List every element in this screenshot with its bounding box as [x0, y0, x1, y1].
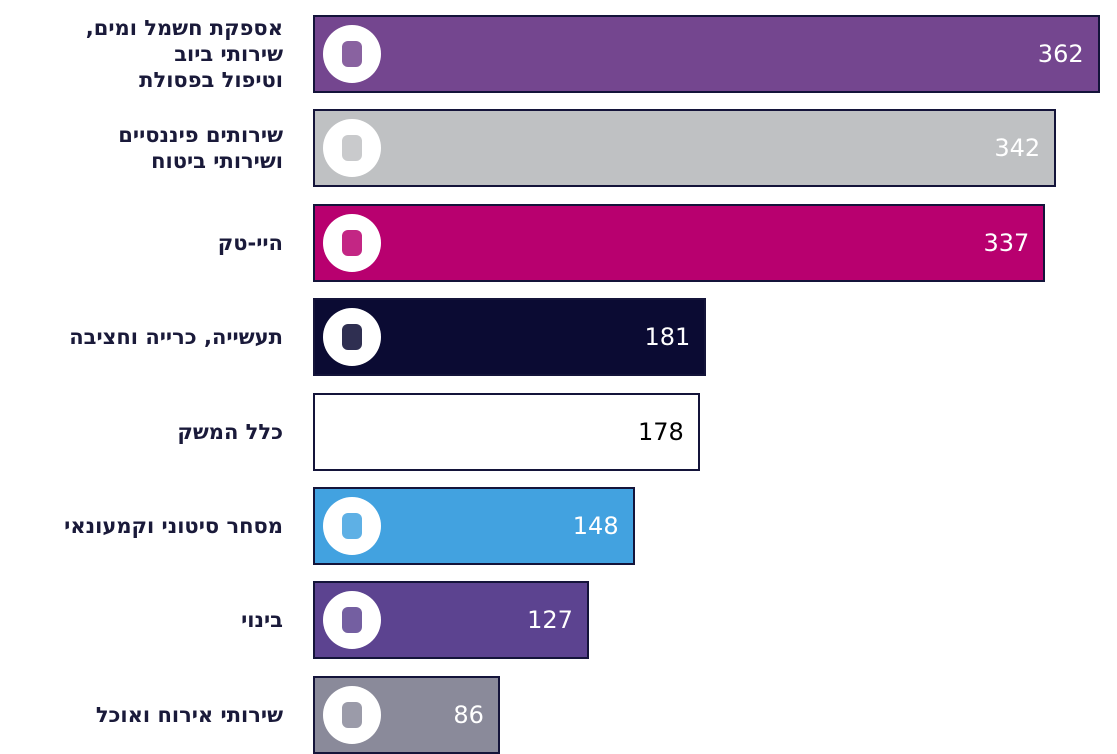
bar: 86	[313, 675, 500, 754]
category-line: שירותים פיננסיים	[118, 123, 283, 148]
bar: 342	[313, 109, 1057, 188]
category-line: ושירותי ביטוח	[151, 149, 283, 174]
icon	[323, 213, 381, 272]
value-label: 86	[453, 700, 484, 729]
bar: 127	[313, 581, 589, 660]
category-line: שירותי אירוח ואוכל	[95, 702, 283, 727]
category-label: שירותי אירוח ואוכל	[0, 702, 283, 728]
value-label: 127	[527, 606, 573, 635]
bar: 178	[313, 392, 700, 471]
category-line: היי-טק	[217, 230, 283, 255]
category-line: אספקת חשמל ומים,	[85, 16, 283, 40]
value-label: 337	[983, 228, 1030, 257]
bar: 362	[313, 15, 1100, 93]
category-label: מסחר סיטוני וקמעונאי	[0, 513, 283, 539]
bar: 148	[313, 487, 635, 565]
category-label: שירותים פיננסיים ושירותי ביטוח	[0, 122, 283, 174]
icon	[323, 119, 381, 178]
category-line: מסחר סיטוני וקמעונאי	[64, 514, 283, 538]
bar: 337	[313, 203, 1046, 282]
category-label: כלל המשק	[0, 419, 283, 445]
icon	[323, 308, 381, 367]
category-label: בינוי	[0, 607, 283, 633]
bar: 181	[313, 298, 707, 377]
value-label: 342	[994, 134, 1041, 163]
value-label: 362	[1037, 40, 1084, 68]
icon	[323, 685, 381, 744]
value-label: 181	[644, 323, 691, 352]
category-line: כלל המשק	[177, 419, 283, 444]
value-label: 148	[572, 512, 619, 540]
category-label: תעשייה, כרייה וחציבה	[0, 324, 283, 350]
category-line: בינוי	[241, 608, 283, 633]
category-line: תעשייה, כרייה וחציבה	[69, 325, 283, 350]
category-label: היי-טק	[0, 230, 283, 256]
icon	[323, 25, 381, 83]
category-line: וטיפול בפסולת	[139, 68, 283, 92]
category-label: אספקת חשמל ומים, שירותי ביוב וטיפול בפסולת	[0, 15, 283, 93]
value-label: 178	[637, 417, 684, 446]
icon	[323, 497, 381, 555]
icon	[323, 591, 381, 650]
category-line: שירותי ביוב	[174, 42, 283, 66]
